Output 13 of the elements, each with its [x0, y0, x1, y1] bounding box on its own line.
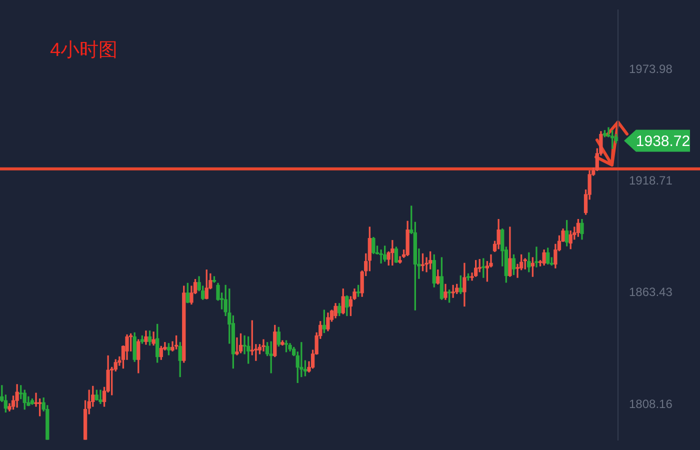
text: 1938.72	[636, 132, 690, 150]
y-tick-label: 1918.71	[628, 173, 673, 188]
text: 4小时图	[50, 39, 118, 63]
y-tick-label: 1863.43	[628, 285, 673, 300]
candlestick	[98, 390, 102, 404]
candlestick	[379, 250, 383, 264]
candlestick	[235, 337, 239, 356]
y-tick-label: 1973.98	[628, 62, 673, 76]
candlestick	[451, 284, 455, 298]
candlestick	[534, 246, 538, 268]
candlestick	[34, 392, 38, 407]
candlestick	[262, 339, 266, 352]
y-tick-label: 1808.16	[628, 396, 673, 411]
